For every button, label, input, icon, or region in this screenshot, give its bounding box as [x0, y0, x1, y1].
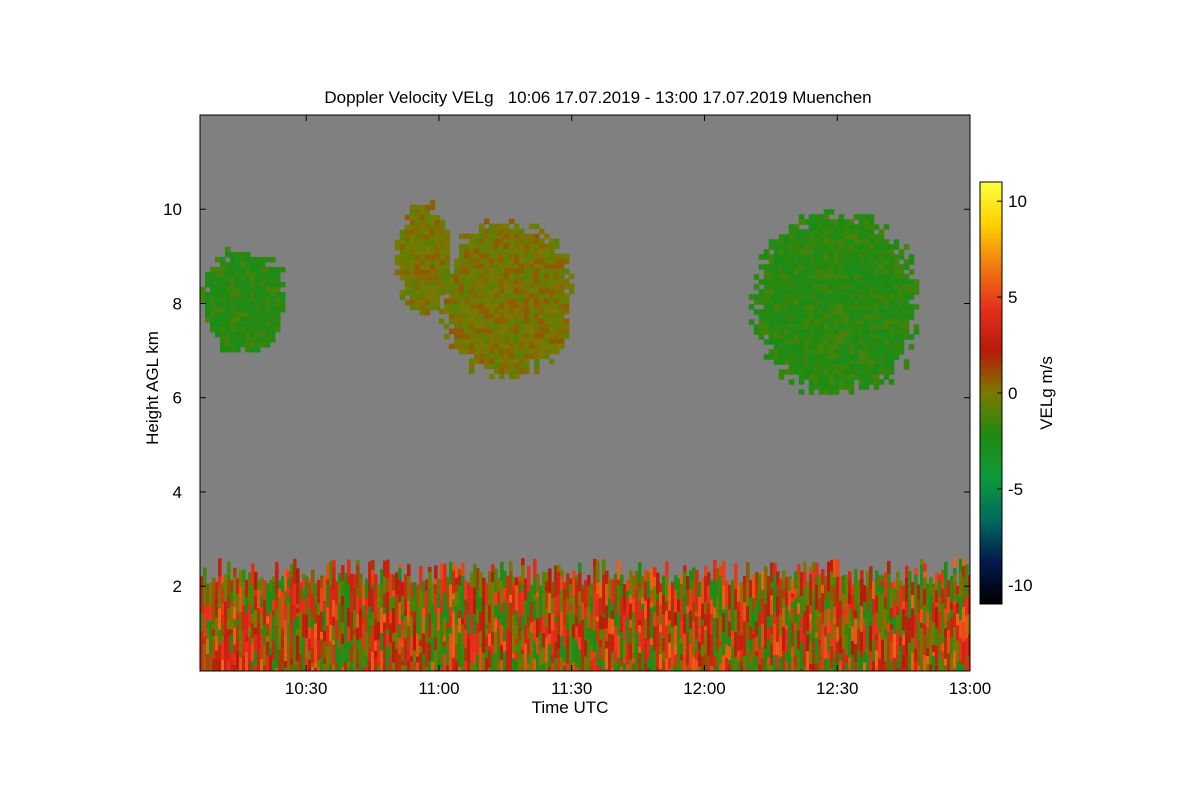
region-boundary-layer	[200, 558, 970, 671]
colorbar-tick-label: 5	[1008, 288, 1017, 307]
x-tick-label: 10:30	[285, 679, 328, 698]
y-tick-label: 4	[173, 483, 182, 502]
y-axis-label: Height AGL km	[143, 331, 162, 445]
y-tick-label: 10	[163, 200, 182, 219]
plot-area	[199, 114, 971, 672]
velocity-regions	[200, 199, 970, 671]
x-tick-label: 11:00	[418, 679, 459, 698]
x-tick-label: 13:00	[949, 679, 992, 698]
x-tick-label: 12:00	[683, 679, 726, 698]
colorbar-tick-label: -10	[1008, 576, 1033, 595]
colorbar-tick-label: -5	[1008, 480, 1023, 499]
region-cloud-C	[438, 218, 575, 380]
colorbar: 10 5 0 -5 -10	[979, 181, 1033, 605]
colorbar-tick-label: 10	[1008, 192, 1027, 211]
region-cloud-A	[200, 246, 286, 353]
plot-frame	[199, 114, 971, 672]
chart-title: Doppler Velocity VELg 10:06 17.07.2019 -…	[324, 88, 872, 107]
x-tick-label: 12:30	[816, 679, 859, 698]
y-tick-label: 6	[173, 389, 182, 408]
y-tick-label: 8	[173, 294, 182, 313]
colorbar-tick-label: 0	[1008, 384, 1017, 403]
region-cloud-D	[748, 209, 920, 395]
region-cloud-B	[394, 199, 451, 316]
x-axis-label: Time UTC	[532, 698, 609, 717]
x-tick-label: 11:30	[551, 679, 592, 698]
y-tick-label: 2	[173, 577, 182, 596]
y-axis: 2 4 6 8 10	[163, 200, 970, 596]
colorbar-label: VELg m/s	[1037, 356, 1056, 430]
x-axis: 10:30 11:00 11:30 12:00 12:30 13:00	[285, 115, 991, 698]
